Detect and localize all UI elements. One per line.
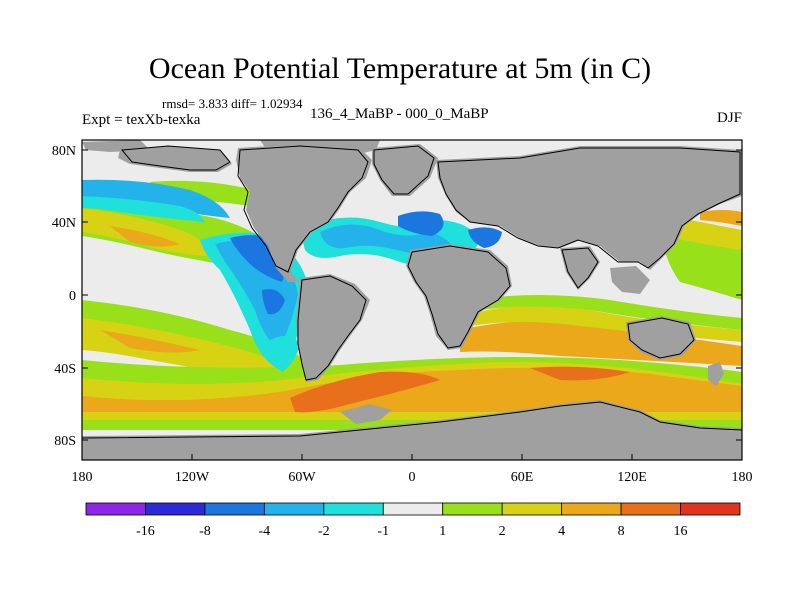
land-india [560,246,600,290]
anomaly-patch-north-pacific-east-orange [700,210,742,226]
colorbar-swatch [382,502,444,516]
anomaly-patch-north-pacific-yellow [82,208,215,256]
lat-label-0: 0 [69,289,76,304]
lat-label-80s: 80S [54,434,76,449]
colorbar-swatch [442,502,503,516]
land-antarctic-peninsula [340,404,392,424]
lon-label-180e: 180 [732,470,753,485]
lon-label-60w: 60W [288,470,316,485]
anomaly-cool-atlantic-light-blue [320,224,455,255]
lon-label-0: 0 [409,470,416,485]
lat-label-80n: 80N [52,144,76,159]
anomaly-patch-south-pacific-orange [100,330,200,353]
coast-antarctica [82,401,742,439]
latitude-axis [82,149,742,441]
anomaly-cool-mediterranean-blue [468,227,502,248]
anomaly-patch-south-indian-dark-orange [530,366,630,381]
anomaly-cool-north-pacific-cyan [82,196,205,222]
map-field [82,140,742,460]
land-greenland [372,144,438,196]
colorbar-swatch [263,502,325,516]
colorbar-label: 16 [674,524,688,539]
coastlines [82,145,742,439]
land-alaska [118,146,232,172]
rmsd-stats: rmsd= 3.833 diff= 1.02934 [162,96,303,111]
neutral-arctic-band [82,160,120,178]
experiment-subtitle: 136_4_MaBP - 000_0_MaBP [310,106,489,122]
colorbar-label: 8 [618,524,625,539]
colorbar-label: -1 [377,524,389,539]
anomaly-cool-tropical-east-pacific-blue [262,289,285,315]
coast-australia [627,317,695,359]
land-north-america [236,144,372,282]
land-new-zealand [708,362,724,386]
experiment-label: Expt = texXb-texka [82,112,201,128]
anomaly-band-west-pacific-green [660,230,742,300]
colorbar-swatch [145,502,206,516]
colorbar-label: -2 [318,524,330,539]
anomaly-patch-north-pacific-orange [110,226,180,247]
colorbar-swatch [323,502,384,516]
colorbar-swatch [204,502,265,516]
colorbar-label: 4 [558,524,565,539]
colorbar-label: -8 [199,524,211,539]
coast-alaska [121,145,231,171]
coast-africa [407,245,511,349]
season-label: DJF [716,110,742,126]
coast-eurasia [437,147,741,269]
longitude-axis [81,454,743,460]
anomaly-cool-chile-cyan [270,335,300,372]
colorbar-label: 2 [499,524,506,539]
anomaly-patch-south-atlantic-dark-orange [290,371,440,413]
lon-label-120w: 120W [175,470,210,485]
colorbar-label: -16 [136,524,155,539]
coast-india [561,247,599,289]
coast-south-america [297,275,367,381]
colorbar-swatch [680,502,741,516]
lon-label-180w: 180 [72,470,93,485]
land-canadian-arctic [260,140,380,156]
land-europe-asia [436,146,742,270]
anomaly-cool-north-pacific-light-blue [82,179,230,218]
lon-label-60e: 60E [511,470,534,485]
coast-north-america [237,145,369,273]
lat-label-40n: 40N [52,216,76,231]
colorbar-swatch [501,502,563,516]
land-southeast-asia [610,266,650,294]
coast-greenland [373,145,435,195]
colorbar-swatch [561,502,622,516]
colorbar: -16 -8 -4 -2 -1 1 2 4 8 16 [85,502,741,539]
land-antarctica [82,400,742,460]
chart-title: Ocean Potential Temperature at 5m (in C) [148,52,652,85]
colorbar-label: -4 [259,524,271,539]
lat-label-40s: 40S [54,362,76,377]
land-africa [406,244,512,350]
colorbar-swatch [85,502,146,516]
land-arctic-islands [82,140,150,152]
colorbar-label: 1 [439,524,446,539]
colorbar-swatch [620,502,681,516]
land-australia [626,316,696,360]
lon-label-120e: 120E [617,470,647,485]
land-masses [82,140,742,460]
land-south-america [296,274,370,382]
anomaly-cool-north-atlantic-blue [398,211,444,236]
